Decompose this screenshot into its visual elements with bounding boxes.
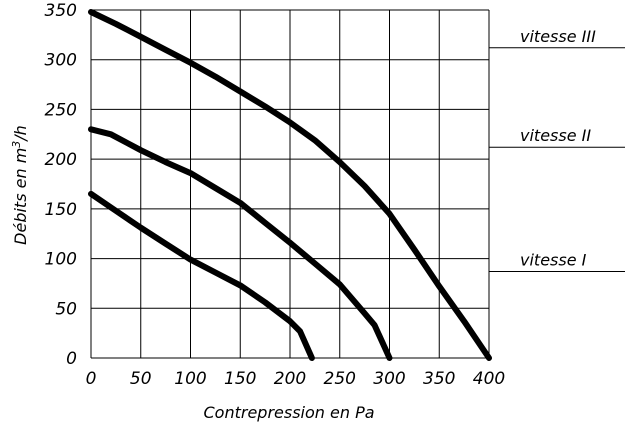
y-tick-label: 200 — [45, 150, 77, 170]
x-tick-label: 400 — [473, 369, 505, 389]
y-tick-label: 250 — [45, 100, 77, 120]
tick-labels: 0 50 100 150 200 250 300 350 400 0 50 100 150 200 250 3… — [45, 1, 506, 389]
x-tick-label: 350 — [423, 369, 455, 389]
y-tick-label: 350 — [45, 1, 77, 21]
legend: vitesse III vitesse II vitesse I — [489, 27, 625, 272]
series-line — [88, 126, 393, 361]
x-tick-label: 100 — [174, 369, 206, 389]
x-tick-label: 200 — [274, 369, 306, 389]
y-tick-label: 300 — [45, 51, 77, 71]
legend-label: vitesse III — [520, 27, 596, 46]
x-tick-label: 150 — [224, 369, 256, 389]
series-line — [88, 9, 492, 361]
x-tick-label: 50 — [130, 369, 152, 389]
x-tick-label: 250 — [324, 369, 356, 389]
grid — [90, 9, 490, 359]
y-tick-label: 150 — [45, 200, 77, 220]
y-tick-label: 100 — [45, 250, 77, 270]
x-tick-label: 300 — [373, 369, 405, 389]
legend-label: vitesse II — [520, 126, 591, 145]
y-tick-label: 50 — [55, 299, 77, 319]
x-axis-label: Contrepression en Pa — [203, 403, 374, 422]
y-axis-label: Débits en m3/h — [10, 125, 30, 245]
series-line — [88, 190, 315, 361]
series-curves — [88, 9, 492, 361]
legend-label: vitesse I — [520, 250, 587, 269]
y-tick-label: 0 — [66, 349, 77, 369]
x-tick-label: 0 — [86, 369, 97, 389]
